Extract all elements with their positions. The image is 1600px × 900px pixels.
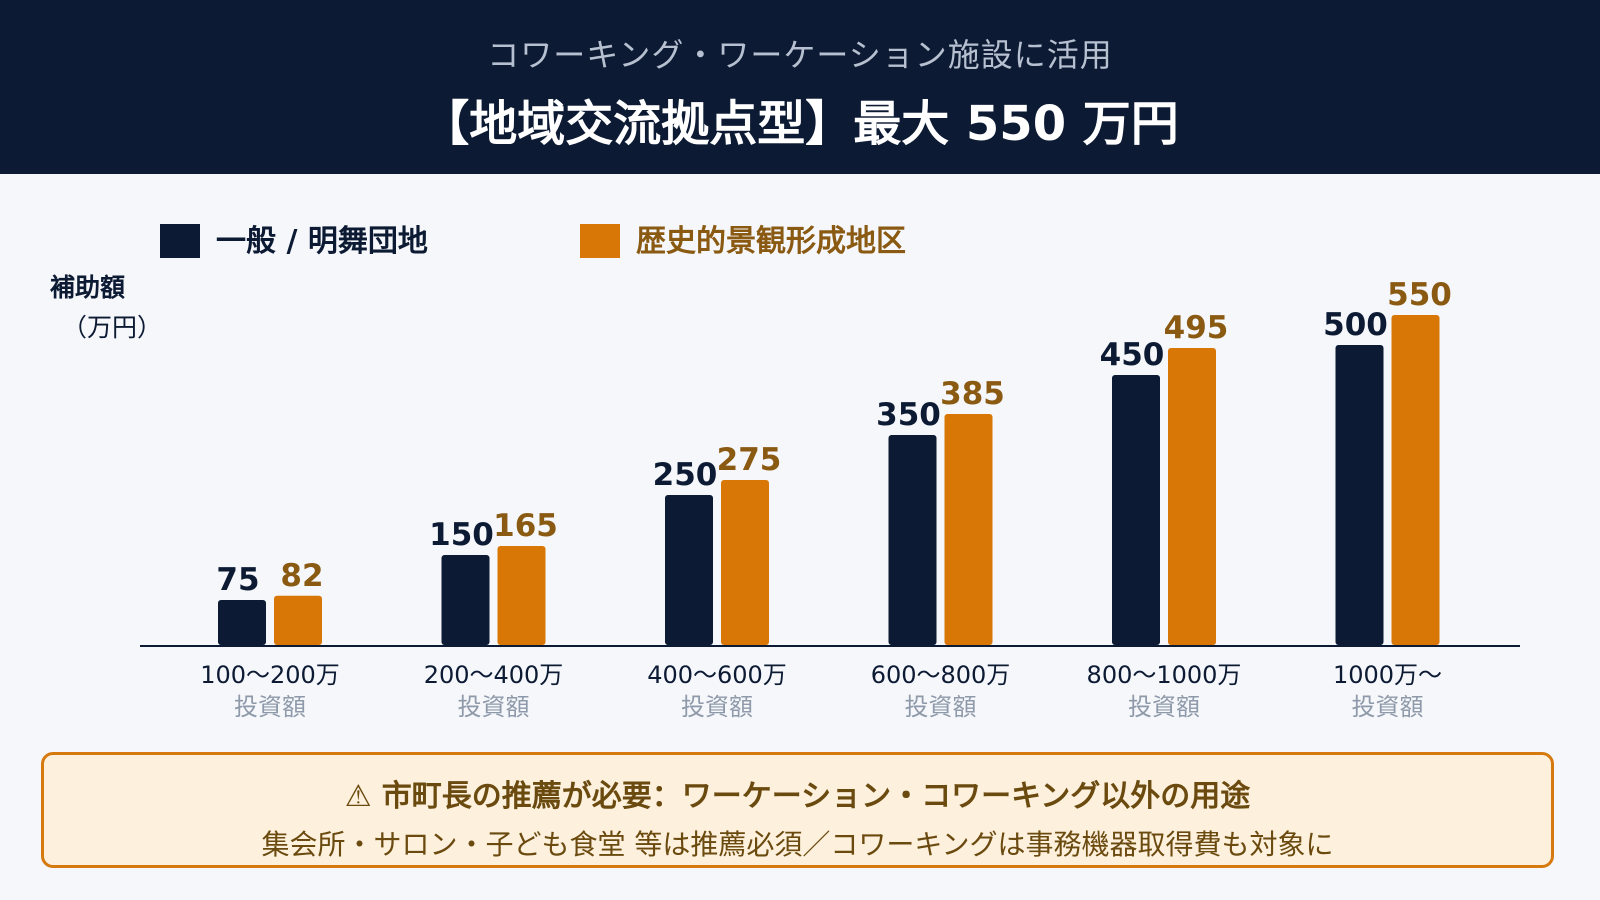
x-tick-sublabel: 投資額 <box>905 693 977 721</box>
bar-historic <box>497 546 546 645</box>
bar-historic <box>1391 315 1440 645</box>
bar-historic <box>1168 348 1216 645</box>
note-title-row: ⚠ 市町長の推薦が必要：ワーケーション・コワーキング以外の用途 <box>44 771 1551 815</box>
data-label-historic: 82 <box>280 558 323 594</box>
data-label-general: 150 <box>429 517 494 553</box>
data-label-historic: 495 <box>1164 310 1229 346</box>
x-tick-label: 1000万〜 <box>1333 661 1442 689</box>
y-axis-unit: （万円） <box>62 313 163 342</box>
data-label-general: 75 <box>216 562 259 598</box>
x-tick-label: 100〜200万 <box>200 661 340 689</box>
data-label-historic: 550 <box>1387 277 1452 313</box>
x-tick-label: 600〜800万 <box>871 661 1011 689</box>
x-tick-sublabel: 投資額 <box>458 693 530 721</box>
page-title: 【地域交流拠点型】最大 550 万円 <box>421 96 1179 152</box>
bar-historic <box>944 414 993 645</box>
header-banner: コワーキング・ワーケーション施設に活用 【地域交流拠点型】最大 550 万円 <box>0 0 1600 174</box>
legend-label-historic: 歴史的景観形成地区 <box>636 224 906 259</box>
bar-general <box>888 435 937 645</box>
warning-icon: ⚠ <box>344 779 372 814</box>
bar-general <box>1335 345 1384 645</box>
note-box: ⚠ 市町長の推薦が必要：ワーケーション・コワーキング以外の用途 集会所・サロン・子… <box>41 752 1554 868</box>
legend-label-general: 一般 / 明舞団地 <box>216 224 428 259</box>
data-label-general: 250 <box>653 457 718 493</box>
note-title: 市町長の推薦が必要：ワーケーション・コワーキング以外の用途 <box>381 779 1251 814</box>
x-tick-sublabel: 投資額 <box>681 693 753 721</box>
data-label-historic: 385 <box>940 376 1005 412</box>
x-tick-label: 800〜1000万 <box>1087 661 1242 689</box>
x-tick-sublabel: 投資額 <box>1352 693 1424 721</box>
bar-general <box>218 600 266 645</box>
bar-general <box>441 555 490 645</box>
data-label-historic: 165 <box>493 508 558 544</box>
y-axis-label: 補助額 <box>50 273 126 302</box>
data-label-general: 450 <box>1100 337 1165 373</box>
bar-general <box>665 495 713 645</box>
data-label-general: 350 <box>876 397 941 433</box>
bar-general <box>1112 375 1160 645</box>
legend-swatch-general <box>160 224 200 258</box>
data-label-general: 500 <box>1323 307 1388 343</box>
x-tick-label: 400〜600万 <box>647 661 787 689</box>
page-subtitle: コワーキング・ワーケーション施設に活用 <box>487 36 1113 74</box>
x-tick-sublabel: 投資額 <box>1128 693 1200 721</box>
x-tick-label: 200〜400万 <box>424 661 564 689</box>
data-label-historic: 275 <box>717 442 782 478</box>
x-tick-sublabel: 投資額 <box>234 693 306 721</box>
note-body: 集会所・サロン・子ども食堂 等は推薦必須／コワーキングは事務機器取得費も対象に <box>261 828 1334 861</box>
legend-swatch-historic <box>580 224 620 258</box>
bar-historic <box>721 480 769 645</box>
bar-historic <box>274 595 322 645</box>
